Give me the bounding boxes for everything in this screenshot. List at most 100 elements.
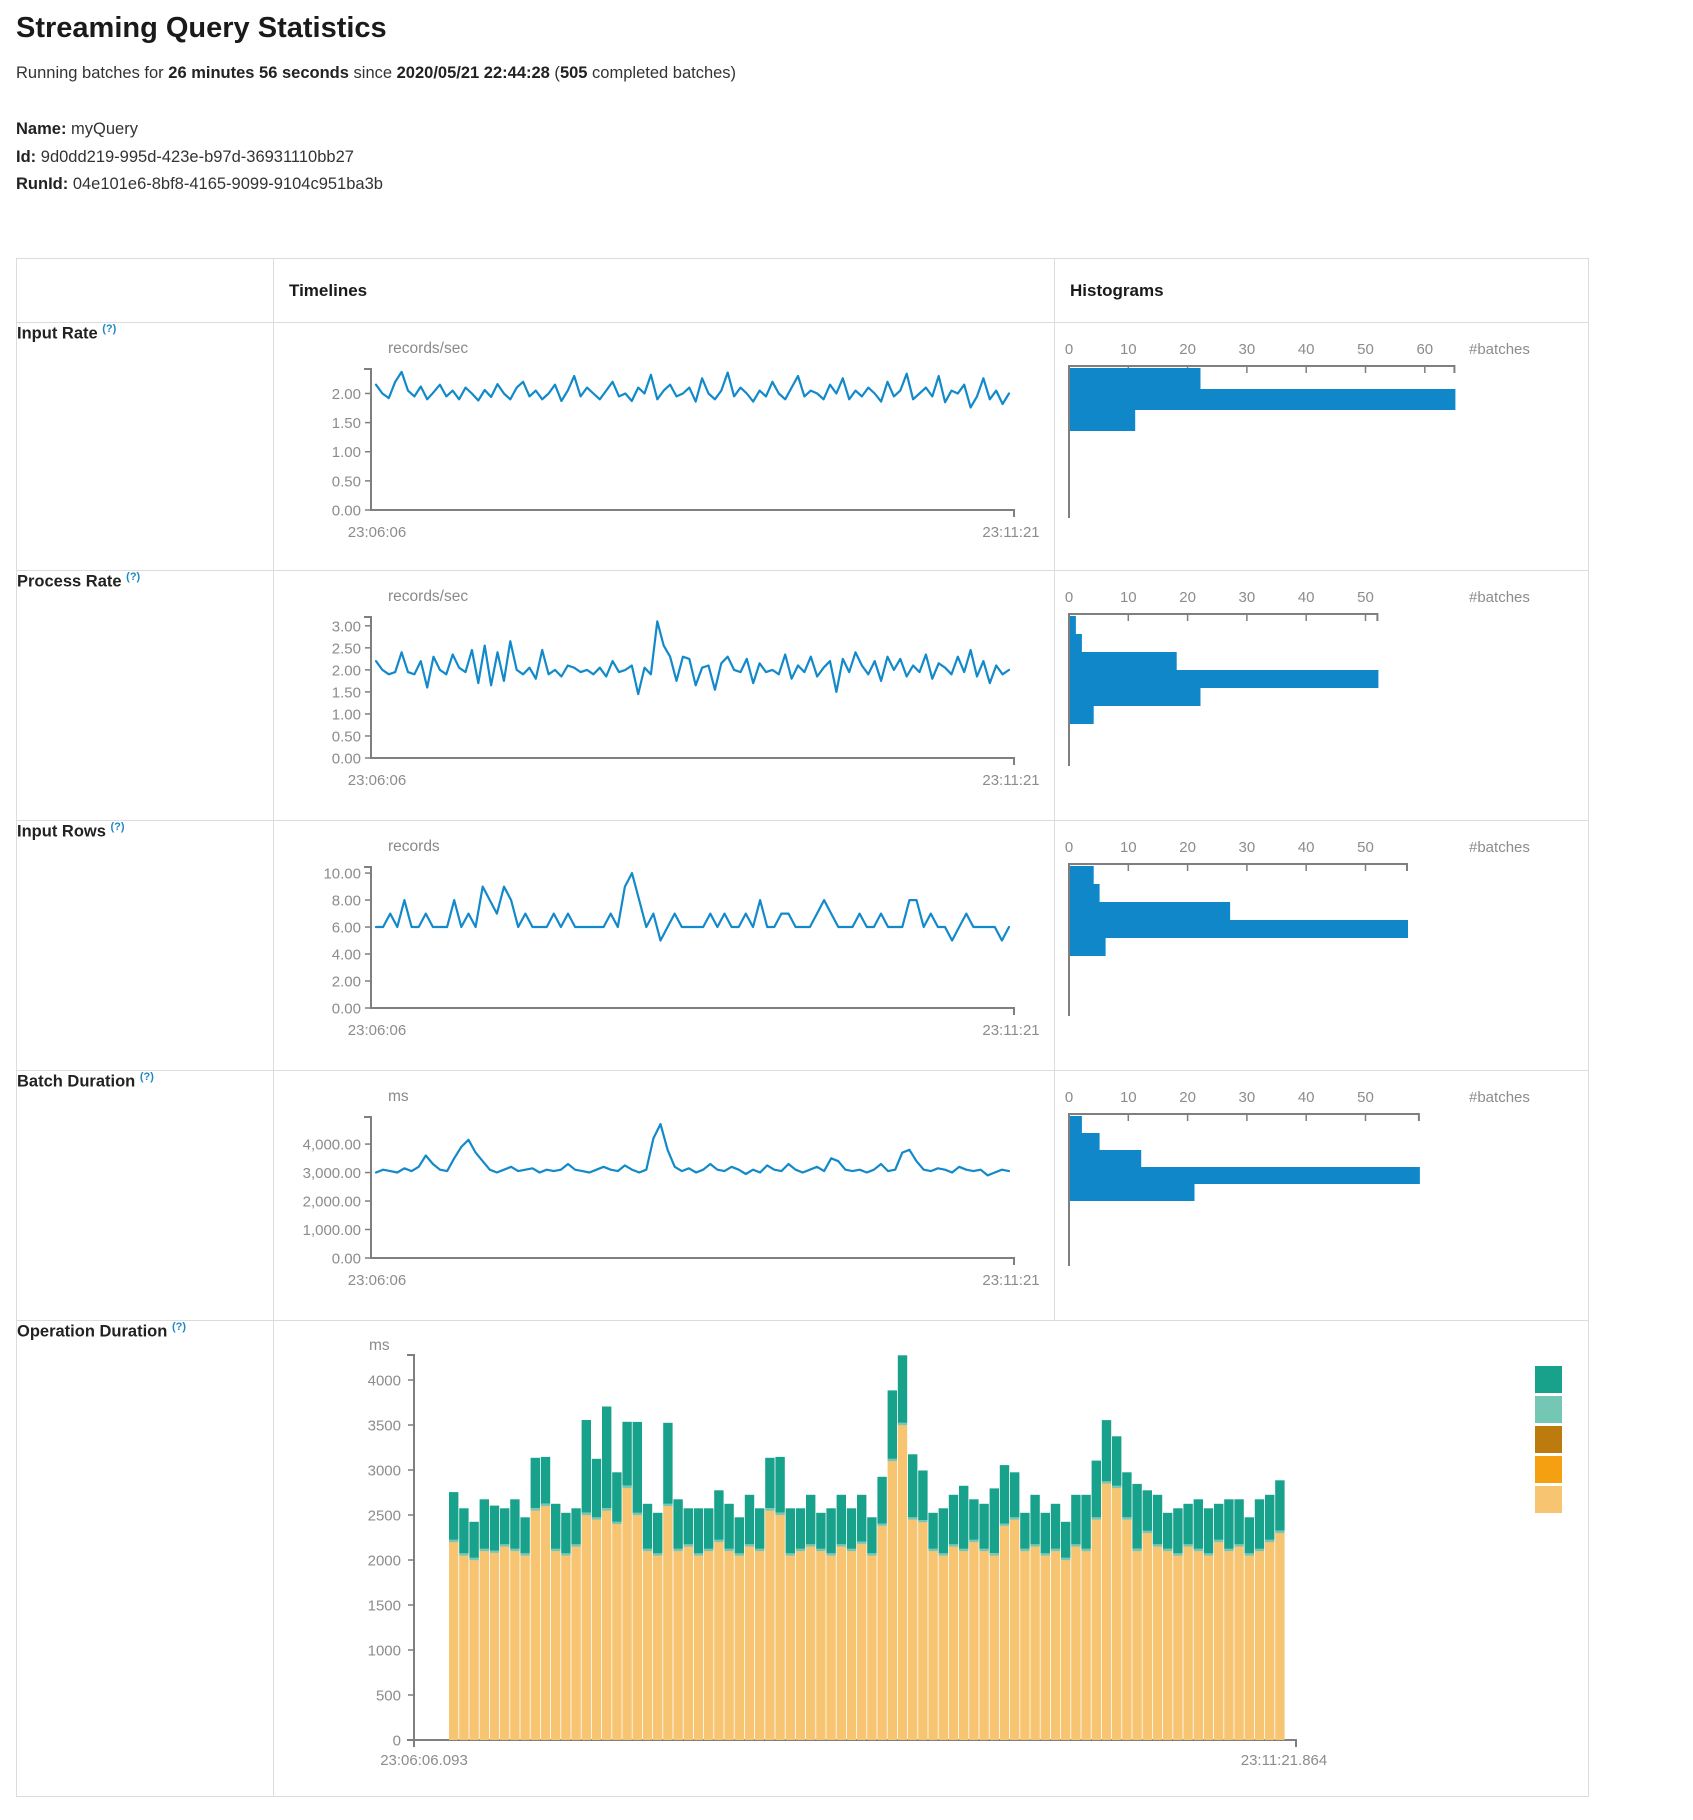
process-rate-timeline-chart: records/sec 0.00 0.50 1.00 1.50 2.00 2.50 3.00 2…: [332, 588, 1040, 789]
svg-text:3,000.00: 3,000.00: [303, 1165, 361, 1182]
input-rows-timeline-chart: records 0.00 2.00 4.00 6.00 8.00 10.00 23:06:06…: [323, 838, 1039, 1039]
subtitle-text: completed batches): [587, 64, 737, 82]
help-icon[interactable]: (?): [171, 1321, 186, 1333]
svg-text:40: 40: [1298, 341, 1315, 358]
svg-text:#batches: #batches: [1469, 589, 1530, 606]
svg-text:1.00: 1.00: [332, 706, 361, 723]
svg-text:3500: 3500: [368, 1418, 401, 1435]
svg-text:50: 50: [1357, 1089, 1374, 1106]
svg-text:ms: ms: [369, 1337, 390, 1354]
svg-text:6.00: 6.00: [332, 920, 361, 937]
svg-text:10: 10: [1120, 839, 1137, 856]
row-label-text: Input Rows: [17, 822, 106, 841]
start-time: 2020/05/21 22:44:28: [396, 64, 550, 82]
running-duration: 26 minutes 56 seconds: [168, 64, 349, 82]
input-rows-histogram-cell: 0 10 20 30 40 50 #batches: [1054, 820, 1589, 1071]
col-header-histograms: Histograms: [1054, 258, 1589, 323]
help-icon[interactable]: (?): [110, 821, 125, 833]
batch-duration-histogram-chart: 0 10 20 30 40 50 #batches: [1065, 1089, 1530, 1266]
svg-text:23:11:21: 23:11:21: [982, 1272, 1039, 1289]
svg-text:23:11:21: 23:11:21: [982, 1022, 1039, 1039]
process-rate-histogram-cell: 0 10 20 30 40 50 #batches: [1054, 570, 1589, 821]
svg-text:30: 30: [1239, 1089, 1256, 1106]
row-label-text: Batch Duration: [17, 1072, 136, 1091]
svg-text:2.00: 2.00: [332, 662, 361, 679]
legend-swatch[interactable]: [1535, 1486, 1562, 1513]
svg-text:2500: 2500: [368, 1508, 401, 1525]
svg-text:23:11:21: 23:11:21: [982, 524, 1039, 541]
batch-duration-timeline-cell: ms 0.00 1,000.00 2,000.00 3,000.00 4,000.00 23…: [273, 1070, 1055, 1321]
svg-text:ms: ms: [388, 1088, 409, 1105]
svg-text:0: 0: [1065, 1089, 1073, 1106]
svg-text:20: 20: [1179, 839, 1196, 856]
svg-text:1.50: 1.50: [332, 415, 361, 432]
svg-text:records: records: [388, 838, 440, 855]
meta-id: Id: 9d0dd219-995d-423e-b97d-36931110bb27: [16, 144, 383, 172]
svg-text:30: 30: [1239, 341, 1256, 358]
meta-name: Name: myQuery: [16, 116, 383, 144]
svg-text:10.00: 10.00: [323, 866, 361, 883]
batch-duration-timeline-chart: ms 0.00 1,000.00 2,000.00 3,000.00 4,000.00 23…: [303, 1088, 1040, 1289]
svg-text:1,000.00: 1,000.00: [303, 1222, 361, 1239]
legend-swatch[interactable]: [1535, 1426, 1562, 1453]
row-label-text: Operation Duration: [17, 1322, 168, 1341]
legend-swatch[interactable]: [1535, 1396, 1562, 1423]
svg-text:40: 40: [1298, 1089, 1315, 1106]
row-label-operation-duration: Operation Duration (?): [16, 1320, 274, 1797]
batch-duration-histogram-cell: 0 10 20 30 40 50 #batches: [1054, 1070, 1589, 1321]
meta-runid-label: RunId:: [16, 175, 69, 193]
svg-text:0.00: 0.00: [332, 1251, 361, 1268]
svg-text:2.50: 2.50: [332, 640, 361, 657]
process-rate-histogram-chart: 0 10 20 30 40 50 #batches: [1065, 589, 1530, 766]
legend-swatch[interactable]: [1535, 1456, 1562, 1483]
query-meta: Name: myQuery Id: 9d0dd219-995d-423e-b97…: [16, 116, 383, 199]
svg-text:0.50: 0.50: [332, 728, 361, 745]
svg-text:20: 20: [1179, 341, 1196, 358]
svg-text:23:06:06.093: 23:06:06.093: [380, 1752, 468, 1769]
input-rate-histogram-cell: 0 10 20 30 40 50 60 #batches: [1054, 322, 1589, 571]
svg-text:10: 10: [1120, 1089, 1137, 1106]
input-rows-histogram-chart: 0 10 20 30 40 50 #batches: [1065, 839, 1530, 1016]
svg-text:0: 0: [393, 1733, 401, 1750]
svg-text:0.50: 0.50: [332, 473, 361, 490]
svg-text:0: 0: [1065, 839, 1073, 856]
input-rate-histogram-chart: 0 10 20 30 40 50 60 #batches: [1065, 341, 1530, 518]
svg-text:40: 40: [1298, 589, 1315, 606]
meta-name-label: Name:: [16, 120, 67, 138]
input-rate-timeline-cell: records/sec 0.00 0.50 1.00 1.50 2.00 23:06:06 2…: [273, 322, 1055, 571]
row-label-batch-duration: Batch Duration (?): [16, 1070, 274, 1321]
svg-text:23:06:06: 23:06:06: [348, 524, 406, 541]
svg-text:50: 50: [1357, 839, 1374, 856]
completed-batch-count: 505: [559, 64, 588, 82]
help-icon[interactable]: (?): [139, 1071, 154, 1083]
operation-duration-cell: ms 0 500 1000 1500 2000 2500 3000 3500 4000 23:06:…: [273, 1320, 1589, 1797]
meta-name-value: myQuery: [71, 120, 138, 138]
col-header-blank: [16, 258, 274, 323]
svg-text:8.00: 8.00: [332, 893, 361, 910]
legend-swatch[interactable]: [1535, 1366, 1562, 1393]
operation-duration-chart: ms 0 500 1000 1500 2000 2500 3000 3500 4000 23:06:…: [368, 1337, 1562, 1769]
input-rate-timeline-chart: records/sec 0.00 0.50 1.00 1.50 2.00 23:06:06 2…: [332, 340, 1040, 541]
svg-text:10: 10: [1120, 341, 1137, 358]
help-icon[interactable]: (?): [126, 571, 141, 583]
process-rate-timeline-cell: records/sec 0.00 0.50 1.00 1.50 2.00 2.50 3.00 2…: [273, 570, 1055, 821]
help-icon[interactable]: (?): [102, 323, 117, 335]
meta-id-value: 9d0dd219-995d-423e-b97d-36931110bb27: [40, 147, 354, 166]
svg-text:records/sec: records/sec: [388, 340, 468, 357]
row-label-input-rate: Input Rate (?): [16, 322, 274, 571]
subtitle-text: (: [549, 64, 560, 82]
svg-text:60: 60: [1416, 341, 1433, 358]
svg-text:2,000.00: 2,000.00: [303, 1194, 361, 1211]
svg-text:0.00: 0.00: [332, 751, 361, 768]
svg-text:2.00: 2.00: [332, 386, 361, 403]
svg-text:30: 30: [1239, 589, 1256, 606]
svg-text:23:06:06: 23:06:06: [348, 1022, 406, 1039]
svg-text:20: 20: [1179, 1089, 1196, 1106]
svg-text:50: 50: [1357, 341, 1374, 358]
svg-text:1.00: 1.00: [332, 444, 361, 461]
svg-text:1000: 1000: [368, 1643, 401, 1660]
svg-text:2.00: 2.00: [332, 974, 361, 991]
svg-text:30: 30: [1239, 839, 1256, 856]
svg-text:23:06:06: 23:06:06: [348, 772, 406, 789]
